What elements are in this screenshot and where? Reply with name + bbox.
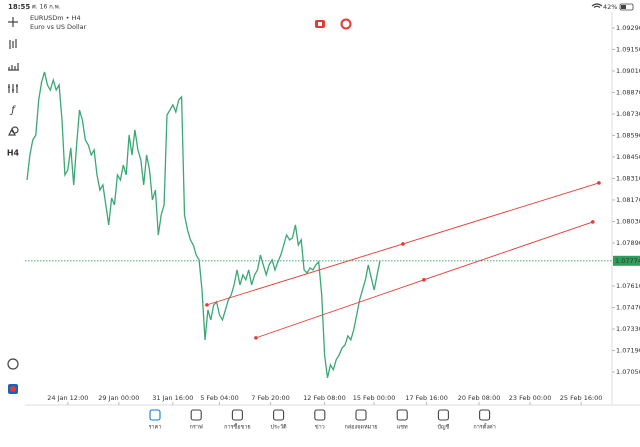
tab-label: ราคา: [149, 425, 162, 431]
tab-label: การตั้งค่า: [473, 423, 495, 431]
functions-tool[interactable]: ƒ: [9, 105, 16, 116]
trend-line-handle[interactable]: [597, 181, 601, 185]
trade-icon-inner: [318, 22, 322, 26]
left-toolbar: ƒ H4: [7, 17, 20, 394]
current-price-label: 1.07774: [615, 257, 640, 265]
x-tick-label: 15 Feb 00:00: [353, 394, 396, 402]
x-tick-label: 12 Feb 08:00: [303, 394, 346, 402]
app-logo-dot: [10, 386, 16, 392]
x-tick-label: 17 Feb 16:00: [405, 394, 448, 402]
tab[interactable]: แชท: [396, 409, 408, 431]
tab[interactable]: กราฟ: [190, 409, 203, 431]
chart-subtitle: Euro vs US Dollar: [30, 23, 87, 31]
timeframe-button[interactable]: H4: [7, 149, 20, 158]
tab-label: ประวัติ: [271, 424, 287, 431]
tab-label: กราฟ: [190, 424, 203, 431]
y-tick-label: 1.09010: [616, 67, 640, 75]
tab[interactable]: ประวัติ: [271, 409, 287, 431]
tab[interactable]: บัญชี: [437, 409, 450, 431]
y-tick-label: 1.08030: [616, 217, 640, 225]
tab[interactable]: ราคา: [149, 409, 162, 431]
plot: 1.09290 1.09150 1.09010 1.08870 1.08730 1.085…: [25, 24, 640, 405]
chart-type-tool[interactable]: [9, 39, 17, 49]
x-tick-label: 5 Feb 04:00: [200, 394, 239, 402]
y-tick-label: 1.08590: [616, 131, 640, 139]
y-tick-label: 1.07190: [616, 346, 640, 354]
x-tick-label: 7 Feb 20:00: [251, 394, 290, 402]
y-tick-label: 1.09290: [616, 24, 640, 32]
crosshair-tool[interactable]: [8, 17, 18, 27]
trend-line-handle[interactable]: [401, 242, 405, 246]
tab-icon: [231, 409, 243, 421]
tab[interactable]: ข่าว: [314, 409, 326, 431]
tab-label: การซื้อขาย: [224, 423, 250, 431]
analytics-tool[interactable]: [7, 358, 19, 370]
x-tick-label: 23 Feb 00:00: [509, 394, 552, 402]
x-tick-label: 20 Feb 08:00: [458, 394, 501, 402]
x-tick-label: 31 Jan 16:00: [152, 394, 193, 402]
tab-icon: [437, 409, 449, 421]
battery-level: [621, 5, 626, 9]
indicators-tool[interactable]: [8, 63, 19, 71]
trend-line-handle[interactable]: [254, 336, 258, 340]
tab-icon: [479, 409, 491, 421]
tab-icon: [355, 409, 367, 421]
tab-icon: [273, 409, 285, 421]
tab[interactable]: การตั้งค่า: [473, 409, 496, 431]
tab-label: บัญชี: [437, 424, 449, 431]
y-tick-label: 1.07610: [616, 282, 640, 290]
y-tick-label: 1.07050: [616, 368, 640, 376]
y-tick-label: 1.07330: [616, 325, 640, 333]
y-tick-label: 1.08310: [616, 174, 640, 182]
x-tick-label: 29 Jan 00:00: [98, 394, 139, 402]
tab-label: ข่าว: [315, 425, 325, 431]
shapes-tool[interactable]: [8, 127, 16, 136]
y-tick-label: 1.08450: [616, 153, 640, 161]
x-tick-label: 25 Feb 16:00: [560, 394, 603, 402]
tab-icon: [314, 409, 326, 421]
current-price-box: [613, 255, 640, 266]
y-tick-label: 1.08870: [616, 88, 640, 96]
x-tick-label: 24 Jan 12:00: [47, 394, 88, 402]
battery-icon: [619, 3, 634, 11]
status-time: 18:55: [8, 3, 30, 11]
y-tick-label: 1.07890: [616, 239, 640, 247]
shapes-tool-circle: [11, 126, 19, 134]
signal-icon[interactable]: [340, 18, 352, 30]
trend-line-handle[interactable]: [205, 303, 209, 307]
trend-line-handle[interactable]: [590, 220, 595, 224]
tab-icon: [190, 409, 202, 421]
trend-line-handle[interactable]: [422, 278, 426, 282]
y-tick-label: 1.08170: [616, 196, 640, 204]
y-tick-label: 1.09150: [616, 45, 640, 53]
y-tick-label: 1.08730: [616, 110, 640, 118]
wifi-icon: [591, 3, 603, 8]
tab[interactable]: การซื้อขาย: [224, 409, 251, 431]
tab-label: แชท: [397, 424, 408, 431]
status-date: ศ. 16 ก.พ.: [32, 4, 61, 11]
chart-title: EURUSDm • H4: [30, 14, 81, 22]
price-line: [26, 71, 381, 378]
tab-label: กล่องจดหมาย: [344, 425, 377, 431]
tab-icon: [149, 409, 161, 421]
tab-bar: ราคา กราฟ การซื้อขาย ประวัติ ข่าว กล่องจดหมาย…: [149, 409, 496, 431]
y-tick-label: 1.07470: [616, 303, 640, 311]
objects-tool[interactable]: [8, 84, 18, 93]
tab[interactable]: กล่องจดหมาย: [344, 409, 378, 431]
battery-text: 42%: [603, 3, 617, 11]
tab-icon: [396, 409, 408, 421]
